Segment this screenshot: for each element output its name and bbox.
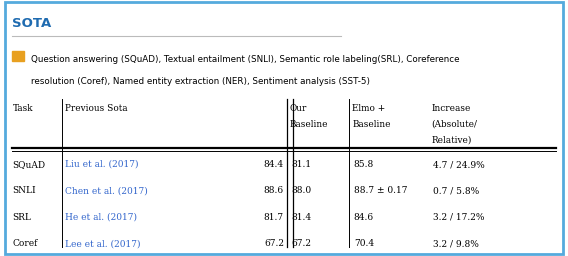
Text: Relative): Relative) xyxy=(432,135,472,144)
Text: Baseline: Baseline xyxy=(352,120,391,129)
Text: Coref: Coref xyxy=(12,239,38,248)
Text: 88.0: 88.0 xyxy=(291,186,311,195)
Text: 84.4: 84.4 xyxy=(264,160,284,169)
Text: 88.7 ± 0.17: 88.7 ± 0.17 xyxy=(354,186,407,195)
Text: Our: Our xyxy=(290,104,307,113)
Text: 81.7: 81.7 xyxy=(264,213,284,222)
Text: SQuAD: SQuAD xyxy=(12,160,45,169)
Text: Task: Task xyxy=(12,104,33,113)
Text: SNLI: SNLI xyxy=(12,186,36,195)
Text: Previous Sota: Previous Sota xyxy=(65,104,128,113)
Text: Chen et al. (2017): Chen et al. (2017) xyxy=(65,186,148,195)
Text: 81.1: 81.1 xyxy=(291,160,311,169)
Text: 0.7 / 5.8%: 0.7 / 5.8% xyxy=(433,186,479,195)
Text: Elmo +: Elmo + xyxy=(352,104,386,113)
Text: Liu et al. (2017): Liu et al. (2017) xyxy=(65,160,139,169)
Text: 3.2 / 17.2%: 3.2 / 17.2% xyxy=(433,213,485,222)
Text: 84.6: 84.6 xyxy=(354,213,374,222)
Text: 88.6: 88.6 xyxy=(264,186,284,195)
Text: 85.8: 85.8 xyxy=(354,160,374,169)
Text: Baseline: Baseline xyxy=(290,120,328,129)
Text: Lee et al. (2017): Lee et al. (2017) xyxy=(65,239,141,248)
Bar xyxy=(12,51,24,61)
Text: 67.2: 67.2 xyxy=(291,239,311,248)
Text: resolution (Coref), Named entity extraction (NER), Sentiment analysis (SST-5): resolution (Coref), Named entity extract… xyxy=(31,77,370,86)
Text: SRL: SRL xyxy=(12,213,31,222)
Text: 81.4: 81.4 xyxy=(291,213,311,222)
Text: Question answering (SQuAD), Textual entailment (SNLI), Semantic role labeling(SR: Question answering (SQuAD), Textual enta… xyxy=(31,55,460,64)
Text: 3.2 / 9.8%: 3.2 / 9.8% xyxy=(433,239,479,248)
Text: 67.2: 67.2 xyxy=(264,239,284,248)
Text: He et al. (2017): He et al. (2017) xyxy=(65,213,137,222)
Text: (Absolute/: (Absolute/ xyxy=(432,120,478,129)
Text: 4.7 / 24.9%: 4.7 / 24.9% xyxy=(433,160,485,169)
FancyBboxPatch shape xyxy=(5,2,563,254)
Text: Increase: Increase xyxy=(432,104,471,113)
Text: 70.4: 70.4 xyxy=(354,239,374,248)
Text: SOTA: SOTA xyxy=(12,17,52,30)
